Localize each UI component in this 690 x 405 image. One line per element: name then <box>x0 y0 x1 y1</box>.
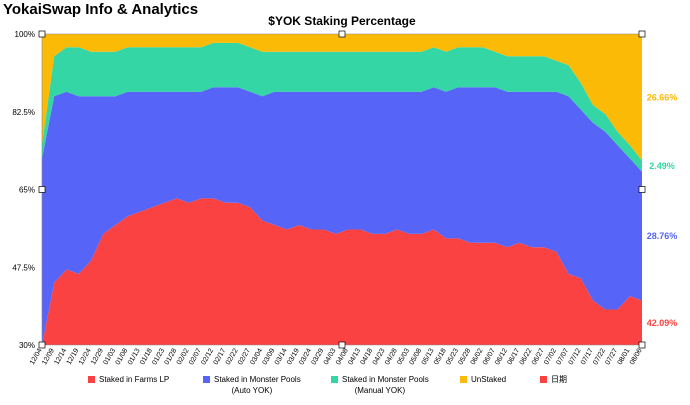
legend-item[interactable]: UnStaked <box>460 374 506 385</box>
legend-swatch <box>331 376 338 383</box>
legend-swatch <box>88 376 95 383</box>
legend-swatch <box>540 376 547 383</box>
y-tick-label: 47.5% <box>12 263 35 272</box>
y-axis: 30% 47.5% 65% 82.5% 100% <box>12 30 35 350</box>
resize-handle[interactable] <box>338 341 346 349</box>
end-label: 28.76% <box>647 231 678 241</box>
x-tick-label: 08/06 <box>629 347 644 366</box>
end-label: 26.66% <box>647 92 678 102</box>
legend-label: 日期 <box>551 375 567 384</box>
selection-handles[interactable] <box>38 30 646 349</box>
end-label: 2.49% <box>649 161 675 171</box>
legend-label: Staked in Farms LP <box>99 375 170 384</box>
legend-item[interactable]: Staked in Monster Pools (Manual YOK) <box>331 374 429 396</box>
resize-handle[interactable] <box>38 186 46 193</box>
legend-sublabel: (Auto YOK) <box>231 386 273 395</box>
resize-handle[interactable] <box>38 341 46 349</box>
area-series-4 <box>42 34 642 161</box>
resize-handle[interactable] <box>338 30 346 38</box>
chart-title: $YOK Staking Percentage <box>268 14 416 28</box>
y-tick-label: 82.5% <box>12 108 35 117</box>
legend-swatch <box>460 376 467 383</box>
area-series-2 <box>42 87 642 346</box>
resize-handle[interactable] <box>38 30 46 38</box>
area-series-group <box>41 33 642 346</box>
resize-handle[interactable] <box>638 341 646 349</box>
y-tick-label: 30% <box>19 341 35 350</box>
legend-label: UnStaked <box>471 375 507 384</box>
legend-swatch <box>203 376 210 383</box>
legend-label: Staked in Monster Pools <box>342 375 429 384</box>
legend-sublabel: (Manual YOK) <box>354 386 406 395</box>
legend-item[interactable]: Staked in Monster Pools (Auto YOK) <box>203 374 301 396</box>
end-labels: 26.66% 2.49% 28.76% 42.09% <box>647 92 678 327</box>
resize-handle[interactable] <box>638 186 646 193</box>
legend-item[interactable]: 日期 <box>540 374 567 385</box>
legend-item[interactable]: Staked in Farms LP <box>88 374 169 385</box>
end-label: 42.09% <box>647 318 678 328</box>
area-series-1 <box>42 198 642 345</box>
area-series-3 <box>42 42 642 172</box>
app-title: YokaiSwap Info & Analytics <box>3 1 199 18</box>
x-axis: 12/0412/0912/1412/1912/2412/2901/0301/08… <box>29 347 644 366</box>
legend-label: Staked in Monster Pools <box>214 375 301 384</box>
y-tick-label: 100% <box>15 30 35 39</box>
y-tick-label: 65% <box>19 186 35 195</box>
resize-handle[interactable] <box>638 30 646 38</box>
